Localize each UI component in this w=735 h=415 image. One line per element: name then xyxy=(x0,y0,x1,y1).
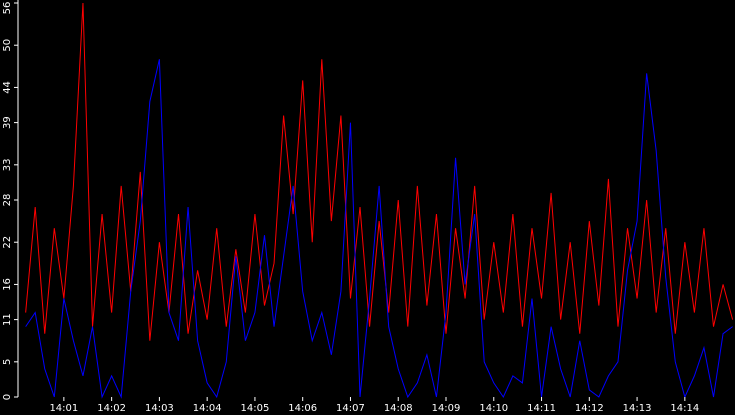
x-tick-label: 14:01 xyxy=(49,403,78,414)
x-tick-label: 14:14 xyxy=(670,403,699,414)
y-tick-label: 44 xyxy=(2,81,13,94)
y-tick-label: 22 xyxy=(2,236,13,249)
x-tick-label: 14:08 xyxy=(384,403,413,414)
x-tick-label: 14:13 xyxy=(623,403,652,414)
y-tick-label: 5 xyxy=(2,359,13,365)
x-tick-label: 14:09 xyxy=(432,403,461,414)
x-tick-label: 14:02 xyxy=(97,403,126,414)
series-line xyxy=(25,2,734,341)
y-tick-label: 0 xyxy=(2,394,13,400)
y-tick-label: 50 xyxy=(2,39,13,52)
x-tick-label: 14:10 xyxy=(479,403,508,414)
y-tick-label: 39 xyxy=(2,116,13,129)
y-tick-label: 16 xyxy=(2,278,13,291)
y-tick-label: 28 xyxy=(2,194,13,207)
y-tick-label: 56 xyxy=(2,2,13,15)
x-tick-label: 14:07 xyxy=(336,403,365,414)
x-tick-label: 14:03 xyxy=(145,403,174,414)
x-tick-label: 14:04 xyxy=(193,403,222,414)
y-tick-label: 11 xyxy=(2,313,13,326)
x-tick-label: 14:12 xyxy=(575,403,604,414)
y-tick-label: 33 xyxy=(2,158,13,171)
x-tick-label: 14:05 xyxy=(241,403,270,414)
series-line xyxy=(25,59,733,399)
x-tick-label: 14:06 xyxy=(288,403,317,414)
x-tick-label: 14:11 xyxy=(527,403,556,414)
